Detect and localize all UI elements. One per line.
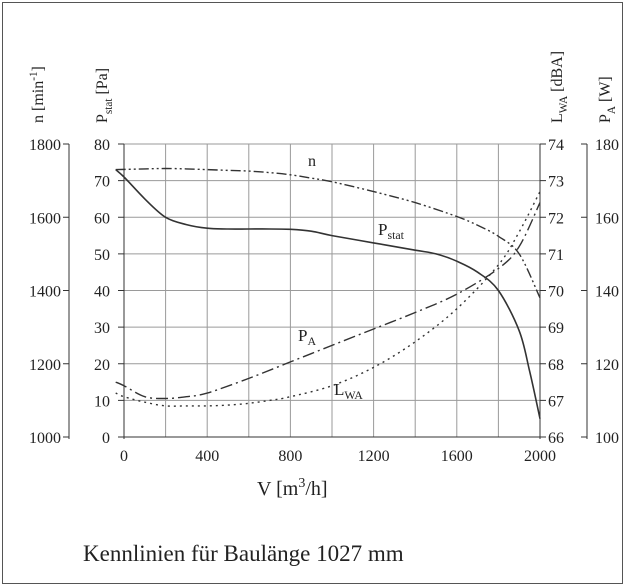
y-axis-label-lwa-text: LWA [dBA] — [549, 51, 570, 123]
tick-label-lwa: 68 — [548, 357, 564, 374]
tick-label-n: 1200 — [29, 357, 61, 374]
x-tick-label: 0 — [120, 448, 128, 465]
tick-label-pstat: 70 — [94, 174, 110, 191]
y-axis-label-pa-part-2: [W] — [597, 76, 614, 106]
y-axis-label-pa: PA [W] — [597, 76, 618, 123]
tick-label-lwa: 66 — [548, 430, 564, 447]
series-line-lwa — [115, 191, 541, 407]
tick-label-pstat: 40 — [94, 284, 110, 301]
tick-label-lwa: 70 — [548, 284, 564, 301]
series-label-lwa-part-1: WA — [344, 388, 363, 402]
y-axis-label-n-text: n [min-1] — [28, 66, 47, 123]
y-axis-label-lwa-part-1: WA — [558, 96, 570, 113]
series-line-pstat — [115, 169, 541, 419]
tick-label-pa: 120 — [595, 357, 619, 374]
series-line-n — [115, 167, 541, 299]
tick-label-pstat: 80 — [94, 137, 110, 154]
tick-label-lwa: 73 — [548, 174, 564, 191]
tick-label-pstat: 20 — [94, 357, 110, 374]
y-axis-label-pa-part-0: P — [597, 114, 614, 123]
y-axis-label-n: n [min-1] — [28, 66, 47, 123]
series-line-pa — [115, 202, 541, 400]
tick-label-pa: 180 — [595, 137, 619, 154]
y-axis-label-lwa-part-2: [dBA] — [549, 51, 566, 96]
tick-label-lwa: 74 — [548, 137, 564, 154]
x-axis-label-text: V [m3/h] — [257, 476, 328, 500]
x-tick-label: 1200 — [358, 448, 390, 465]
tick-label-lwa: 67 — [548, 393, 564, 410]
tick-label-pstat: 10 — [94, 393, 110, 410]
series-label-pa-part-1: A — [307, 334, 316, 348]
tick-label-n: 1000 — [29, 430, 61, 447]
tick-label-pstat: 0 — [102, 430, 110, 447]
series-label-pstat-part-1: stat — [387, 228, 404, 242]
tick-label-n: 1800 — [29, 137, 61, 154]
series-label-n: n — [308, 153, 316, 170]
tick-label-n: 1600 — [29, 210, 61, 227]
series-label-pa: PA — [298, 326, 316, 348]
y-axis-label-pstat-part-2: [Pa] — [94, 68, 111, 99]
y-axis-label-pstat-part-1: stat — [103, 98, 115, 114]
chart: 1000120014001600180001020304050607080666… — [28, 51, 619, 500]
y-axis-label-pstat-text: Pstat [Pa] — [94, 68, 115, 123]
series-label-pstat: Pstat — [378, 220, 405, 242]
series-label-lwa-text: LWA — [334, 380, 363, 402]
tick-label-pa: 160 — [595, 210, 619, 227]
series-label-pa-part-0: P — [298, 326, 307, 345]
y-axis-label-pa-text: PA [W] — [597, 76, 618, 123]
tick-label-pa: 100 — [595, 430, 619, 447]
series-label-pstat-text: Pstat — [378, 220, 405, 242]
x-tick-label: 800 — [278, 448, 302, 465]
y-axis-label-n-part-2: ] — [30, 66, 47, 71]
y-axis-label-lwa: LWA [dBA] — [549, 51, 570, 123]
x-axis-label-part-0: V [m — [257, 478, 299, 500]
series-label-pa-text: PA — [298, 326, 316, 348]
x-axis-label-part-1: 3 — [298, 476, 305, 491]
y-axis-label-pstat-part-0: P — [94, 114, 111, 123]
tick-label-pstat: 30 — [94, 320, 110, 337]
series-label-pstat-part-0: P — [378, 220, 387, 239]
y-axis-label-lwa-part-0: L — [549, 113, 566, 123]
tick-label-pstat: 50 — [94, 247, 110, 264]
x-axis-label: V [m3/h] — [257, 476, 328, 500]
y-axis-label-n-part-0: n [min — [30, 81, 47, 123]
chart-caption: Kennlinien für Baulänge 1027 mm — [83, 541, 404, 566]
y-axis-label-pstat: Pstat [Pa] — [94, 68, 115, 123]
y-axis-label-n-part-1: -1 — [28, 71, 40, 80]
x-tick-label: 400 — [195, 448, 219, 465]
tick-label-lwa: 69 — [548, 320, 564, 337]
tick-label-lwa: 71 — [548, 247, 564, 264]
x-tick-label: 1600 — [441, 448, 473, 465]
x-axis-label-part-2: /h] — [305, 478, 327, 500]
tick-label-lwa: 72 — [548, 210, 564, 227]
grid — [123, 143, 540, 437]
x-tick-label: 2000 — [524, 448, 556, 465]
tick-label-pa: 140 — [595, 284, 619, 301]
tick-label-n: 1400 — [29, 284, 61, 301]
tick-label-pstat: 60 — [94, 210, 110, 227]
series-label-lwa: LWA — [334, 380, 363, 402]
y-axis-label-pa-part-1: A — [606, 106, 618, 114]
series-label-lwa-part-0: L — [334, 380, 344, 399]
